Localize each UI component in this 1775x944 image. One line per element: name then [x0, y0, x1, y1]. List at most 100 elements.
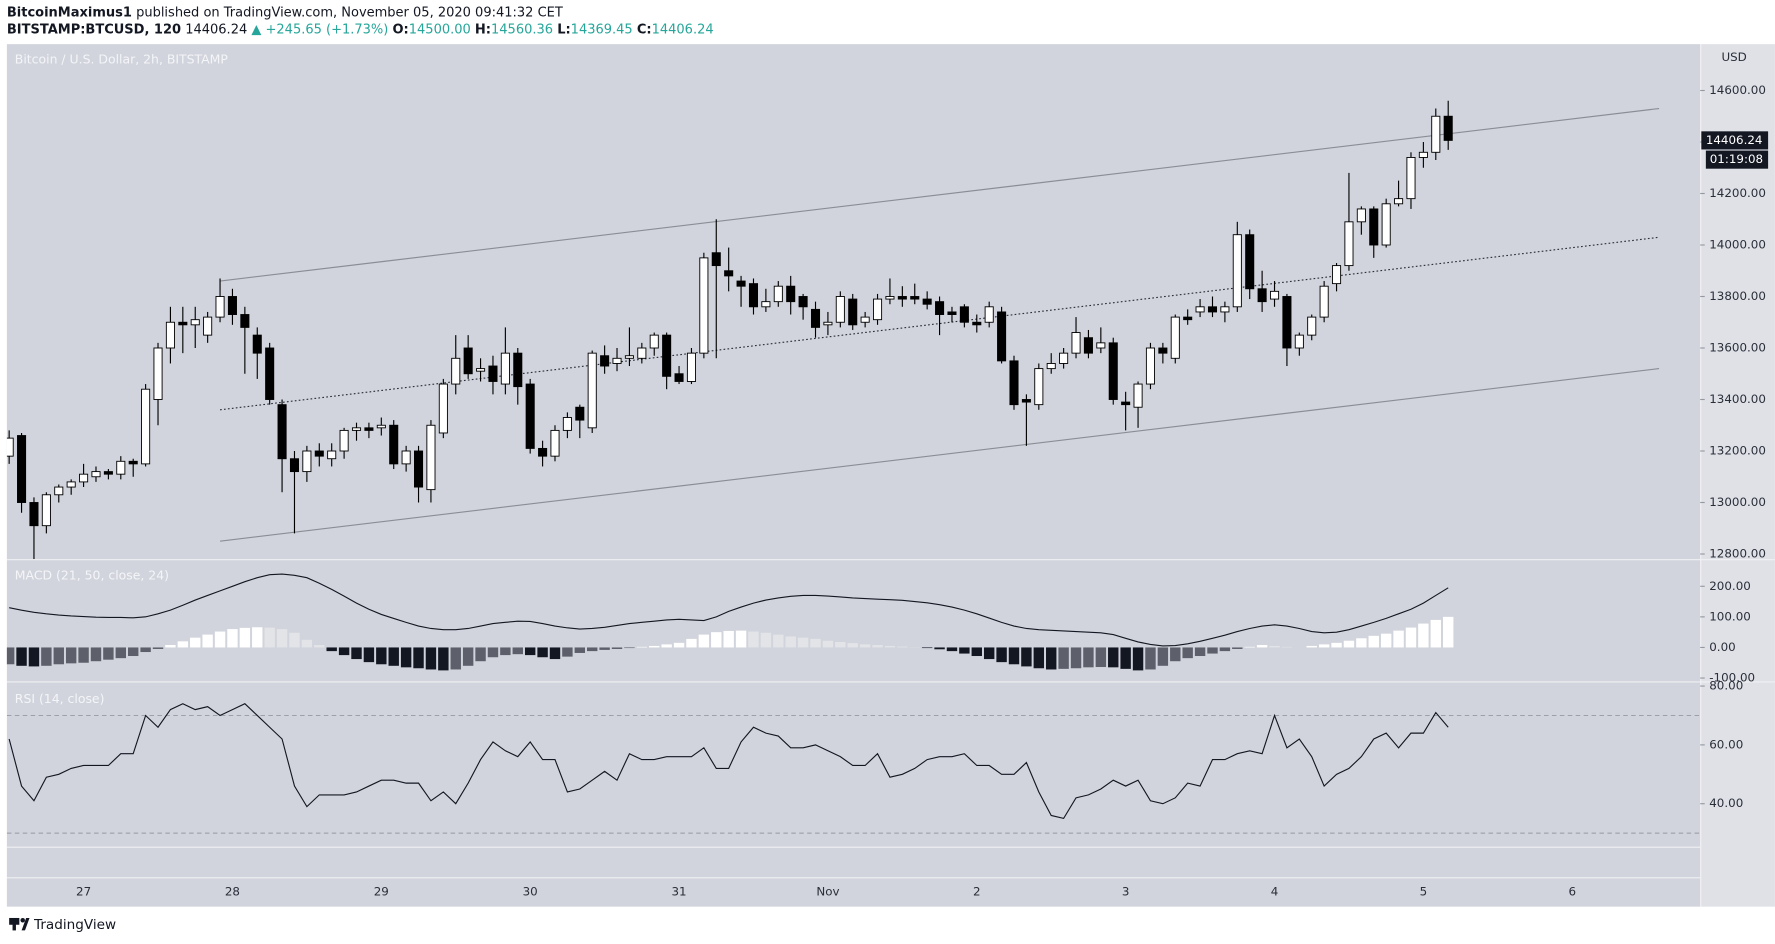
histogram-bar [351, 647, 362, 660]
histogram-bar [884, 645, 896, 648]
histogram-bar [438, 647, 449, 671]
candle-body [1207, 306, 1218, 313]
ohlc-value: 14560.36 [491, 22, 553, 37]
candle-body [810, 308, 821, 328]
chart-background [6, 44, 1701, 907]
candle-body [277, 404, 287, 460]
y-tick-label: 100.00 [1709, 609, 1751, 623]
histogram-bar [983, 647, 995, 660]
histogram-bar [239, 627, 251, 648]
candle-body [351, 427, 362, 431]
header-line-2: BITSTAMP:BTCUSD, 120 14406.24 ▲ +245.65 … [7, 22, 714, 37]
histogram-bar [475, 647, 486, 662]
histogram-bar [1194, 647, 1206, 657]
histogram-bar [1331, 642, 1342, 648]
y-tick-label: 200.00 [1709, 579, 1751, 593]
pane-title: MACD (21, 50, close, 24) [15, 568, 169, 583]
y-tick-label: 60.00 [1709, 737, 1743, 751]
candle-body [984, 306, 994, 323]
histogram-bar [872, 645, 883, 648]
x-tick-label: 27 [76, 884, 91, 898]
candle-body [624, 355, 634, 359]
histogram-bar [1132, 647, 1144, 671]
histogram-bar [1318, 644, 1330, 648]
candle-body [1245, 234, 1255, 290]
candle-body [190, 319, 200, 326]
y-tick-label: 80.00 [1709, 679, 1743, 693]
histogram-bar [971, 647, 982, 657]
histogram-bar [785, 636, 796, 648]
pane-candlestick [6, 100, 1660, 560]
histogram-bar [859, 644, 871, 648]
histogram-bar [711, 632, 722, 648]
histogram-bar [587, 647, 598, 652]
candle-body [637, 347, 647, 359]
candle-body [6, 437, 14, 457]
countdown-box [1705, 150, 1769, 169]
histogram-bar [723, 630, 734, 648]
candle-body [1257, 288, 1267, 303]
histogram-bar [1343, 640, 1355, 648]
candle-body [252, 334, 262, 354]
histogram-bar [425, 647, 437, 670]
candle-body [1220, 306, 1230, 313]
candle-body [724, 270, 734, 277]
candle-body [141, 388, 151, 465]
candle-body [947, 311, 957, 315]
candle-body [612, 357, 622, 364]
candle-body [500, 352, 510, 385]
last-price-box [1701, 131, 1769, 150]
candle-body [922, 298, 932, 305]
candle-body [476, 368, 486, 372]
candle-body [1406, 156, 1416, 200]
candle-body [289, 458, 300, 473]
histogram-bar [698, 634, 710, 648]
logo-shape [12, 920, 16, 931]
histogram-bar [1232, 647, 1243, 649]
y-tick-label: 13800.00 [1709, 289, 1766, 303]
x-tick-label: 29 [374, 884, 389, 898]
histogram-bar [140, 647, 151, 653]
histogram-bar [1393, 630, 1404, 648]
candle-body [128, 460, 138, 465]
candle-body [662, 334, 672, 377]
candle-body [562, 417, 572, 431]
histogram-bar [462, 647, 474, 666]
candle-body [1083, 337, 1093, 354]
ohlc-label: C: [637, 22, 652, 37]
x-tick-label: 6 [1568, 884, 1576, 898]
candle-body [314, 450, 324, 457]
footer-logo [9, 917, 30, 931]
histogram-bar [959, 647, 970, 654]
histogram-bar [400, 647, 412, 668]
histogram-bar [190, 637, 201, 648]
candle-body [1319, 285, 1329, 318]
candle-body [748, 283, 759, 308]
candle-body [686, 352, 696, 382]
candle-body [1269, 290, 1280, 300]
candle-body [1294, 334, 1304, 349]
candle-body [116, 460, 126, 475]
histogram-bar [1157, 647, 1169, 666]
histogram-bar [276, 629, 288, 648]
histogram-bar [810, 638, 821, 648]
histogram-bar [921, 647, 933, 649]
histogram-bar [1207, 647, 1218, 654]
ohlc-label: O: [393, 22, 409, 37]
histogram-bar [326, 647, 337, 652]
histogram-bar [897, 646, 908, 648]
candle-body [178, 321, 188, 326]
candle-body [1195, 306, 1205, 313]
histogram-bar [65, 647, 77, 664]
pane-title: Bitcoin / U.S. Dollar, 2h, BITSTAMP [15, 51, 229, 66]
candle-body [327, 450, 337, 460]
histogram-bar [152, 647, 164, 649]
histogram-bar [214, 631, 226, 648]
histogram-bar [574, 647, 586, 653]
candle-body [1145, 347, 1155, 385]
histogram-bar [673, 642, 685, 648]
candle-body [488, 365, 498, 382]
candle-body [1332, 265, 1342, 285]
